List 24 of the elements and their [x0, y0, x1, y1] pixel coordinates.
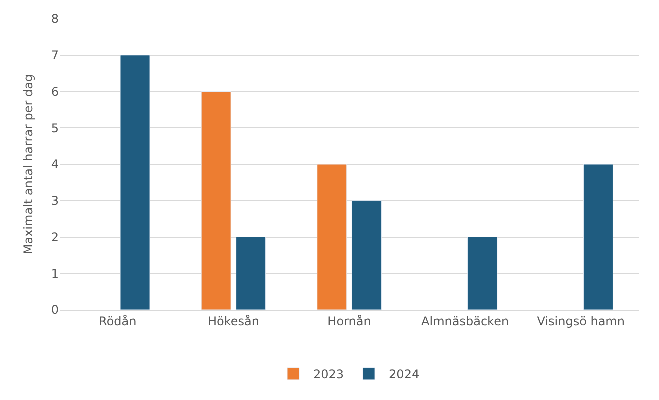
bar: [317, 164, 348, 310]
y-tick-label: 4: [51, 158, 59, 172]
x-tick-label: Hökesån: [208, 314, 260, 328]
x-tick-label: Almnäsbäcken: [422, 314, 510, 328]
bar: [236, 237, 266, 310]
legend-label: 2023: [314, 368, 344, 382]
y-tick-label: 0: [51, 303, 59, 318]
bar: [120, 55, 150, 310]
y-tick-label: 8: [51, 12, 59, 26]
legend-label: 2024: [389, 368, 420, 382]
y-tick-label: 5: [51, 121, 59, 136]
y-tick-label: 7: [51, 48, 59, 63]
y-tick-label: 1: [51, 266, 59, 281]
x-tick-label: Hornån: [328, 314, 372, 328]
bar: [468, 237, 498, 310]
x-tick-label: Rödån: [99, 314, 137, 328]
x-tick-label: Visingsö hamn: [537, 314, 625, 328]
y-tick-label: 6: [51, 84, 59, 99]
bar: [352, 200, 382, 310]
y-axis-title: Maximalt antal harrar per dag: [22, 74, 36, 255]
bar: [583, 164, 614, 310]
y-tick-label: 3: [51, 194, 59, 208]
bar: [201, 92, 232, 310]
y-tick-label: 2: [51, 230, 59, 244]
